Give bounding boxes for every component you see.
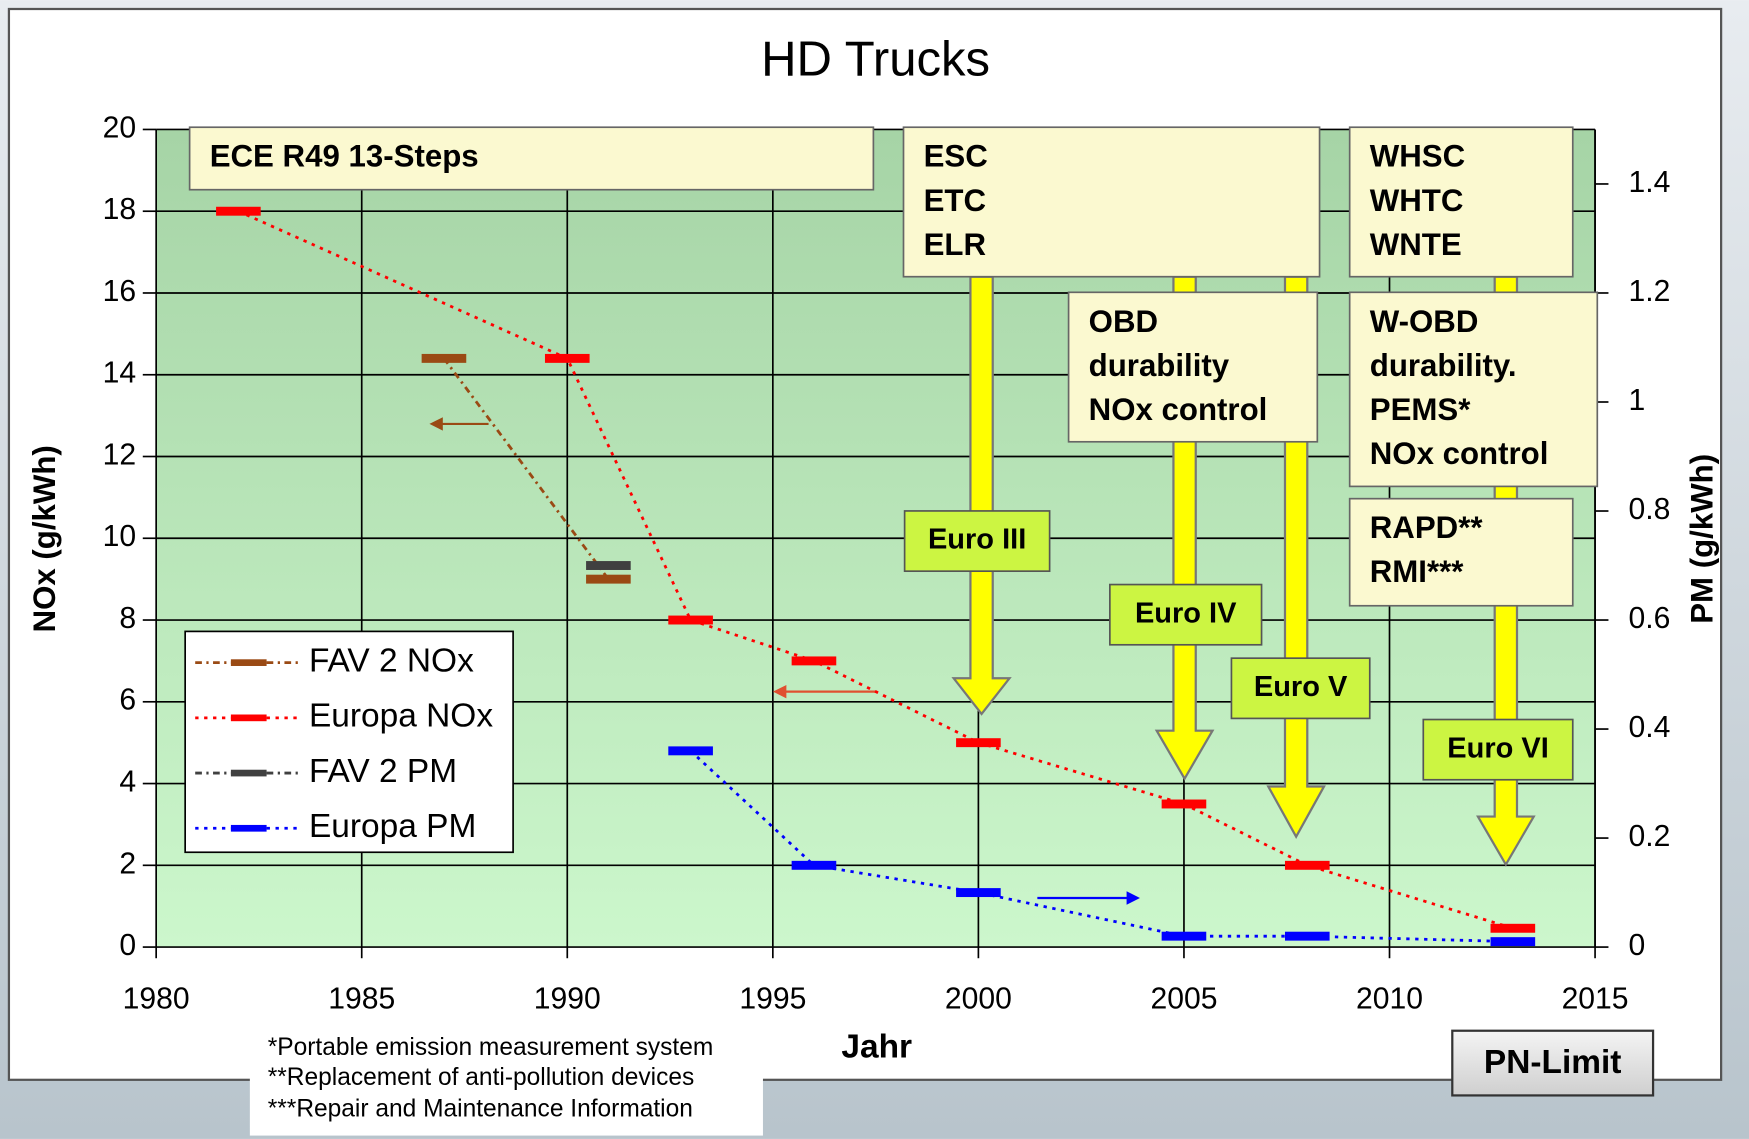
level-dash [544, 353, 590, 363]
level-dash [216, 206, 261, 216]
x-tick-label: 1980 [123, 983, 190, 1016]
y2-tick-label: 0.2 [1629, 820, 1671, 853]
y-tick-label: 14 [103, 357, 136, 390]
level-dash [956, 888, 1001, 898]
annotation-text: NOx control [1370, 436, 1549, 471]
x-tick-label: 1990 [534, 983, 601, 1016]
y-tick-label: 6 [119, 684, 136, 717]
legend-dash [230, 659, 267, 666]
y-tick-label: 2 [119, 847, 136, 880]
y-tick-label: 4 [119, 766, 136, 799]
legend-dash [230, 714, 267, 722]
annotation-box [188, 126, 875, 191]
x-tick-label: 2005 [1150, 983, 1217, 1016]
annotation-box [1348, 126, 1574, 278]
footnote: *Portable emission measurement system [268, 1034, 714, 1061]
stage-label: Euro VI [1447, 732, 1549, 764]
footnote: **Replacement of anti-pollution devices [268, 1064, 695, 1091]
legend-label: FAV 2 NOx [309, 642, 474, 679]
y-tick-label: 18 [103, 193, 136, 226]
annotation-text: durability [1089, 348, 1230, 383]
level-dash [586, 561, 631, 570]
stage-label: Euro V [1254, 671, 1348, 703]
series-line [689, 749, 1513, 944]
annotation-box [1348, 291, 1599, 488]
annotation-text: ELR [924, 227, 986, 262]
annotation-text: RAPD** [1370, 510, 1484, 545]
stage-box [903, 510, 1051, 573]
level-dash [1490, 937, 1536, 947]
pn-limit-button[interactable] [1451, 1029, 1655, 1097]
level-dash [956, 738, 1001, 748]
annotation-text: ESC [924, 139, 988, 174]
chart-title: HD Trucks [761, 33, 990, 87]
legend-label: Europa NOx [309, 698, 493, 735]
annotation-box [902, 126, 1321, 278]
level-dash [421, 353, 467, 363]
stage-box [1109, 583, 1263, 646]
level-dash [586, 574, 631, 584]
annotation-text: RMI*** [1370, 554, 1465, 589]
annotation-text: NOx control [1089, 392, 1268, 427]
y2-tick-label: 0.4 [1629, 711, 1671, 744]
level-dash [791, 860, 837, 870]
y-tick-label: 10 [103, 520, 136, 553]
x-tick-label: 2010 [1356, 983, 1423, 1016]
annotation-box [1348, 497, 1574, 607]
legend-box [184, 630, 514, 854]
level-dash [791, 656, 837, 666]
annotation-text: WNTE [1370, 227, 1462, 262]
y2-tick-label: 0.8 [1629, 493, 1671, 526]
x-tick-label: 2015 [1562, 983, 1629, 1016]
annotation-text: OBD [1089, 304, 1158, 339]
y-tick-label: 16 [103, 275, 136, 308]
level-dash [668, 746, 713, 756]
y-tick-label: 12 [103, 438, 136, 471]
stage-label: Euro III [928, 524, 1026, 556]
legend-label: FAV 2 PM [309, 753, 457, 790]
y-tick-label: 8 [119, 602, 136, 635]
stage-box [1422, 718, 1574, 781]
annotation-box [1067, 291, 1319, 443]
y2-tick-label: 0.6 [1629, 602, 1671, 635]
y2-tick-label: 1.4 [1629, 166, 1671, 199]
x-tick-label: 2000 [945, 983, 1012, 1016]
y2-tick-label: 0 [1629, 929, 1646, 962]
stage-label: Euro IV [1135, 597, 1237, 629]
level-dash [1284, 931, 1330, 941]
stage-box [1230, 657, 1371, 720]
pn-limit-label[interactable]: PN-Limit [1484, 1044, 1622, 1081]
annotation-text: ECE R49 13-Steps [210, 139, 479, 174]
annotation-text: ETC [924, 183, 986, 218]
footnote: ***Repair and Maintenance Information [268, 1095, 693, 1122]
annotation-text: WHTC [1370, 183, 1464, 218]
annotation-text: W-OBD [1370, 304, 1479, 339]
footnote-box [249, 1028, 763, 1136]
y2-tick-label: 1.2 [1629, 275, 1671, 308]
level-dash [1490, 923, 1536, 933]
x-axis-label: Jahr [841, 1028, 912, 1065]
y-tick-label: 0 [119, 929, 136, 962]
y-axis-label: NOx (g/kWh) [27, 445, 62, 632]
legend-dash [230, 824, 267, 832]
x-tick-label: 1995 [739, 983, 806, 1016]
legend-label: Europa PM [309, 808, 476, 845]
annotation-text: durability. [1370, 348, 1517, 383]
level-dash [1161, 799, 1207, 809]
y2-axis-label: PM (g/kWh) [1685, 454, 1720, 624]
level-dash [1161, 931, 1207, 941]
legend-dash [230, 769, 267, 777]
level-dash [668, 615, 713, 625]
annotation-text: PEMS* [1370, 392, 1471, 427]
y2-tick-label: 1 [1629, 384, 1646, 417]
y-tick-label: 20 [103, 111, 136, 144]
annotation-text: WHSC [1370, 139, 1465, 174]
x-tick-label: 1985 [328, 983, 395, 1016]
series-line [442, 357, 610, 580]
level-dash [1284, 860, 1330, 870]
